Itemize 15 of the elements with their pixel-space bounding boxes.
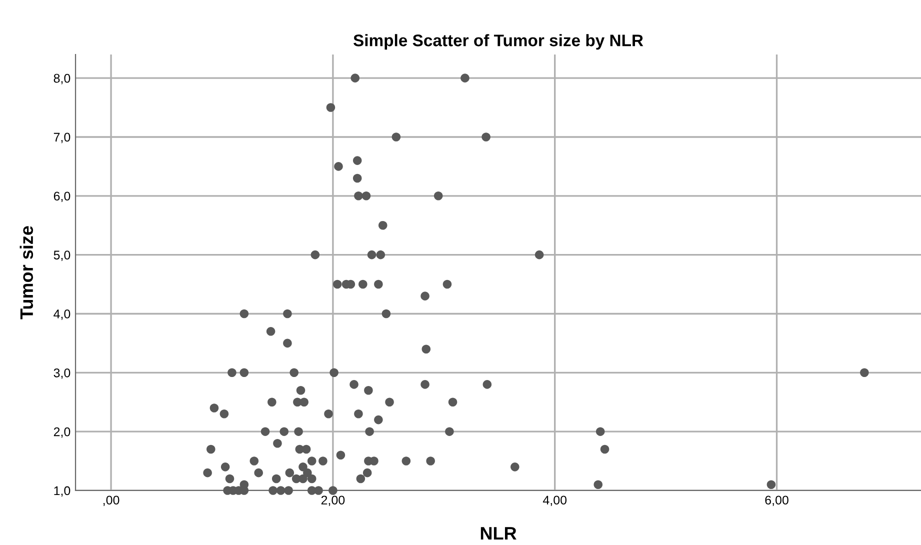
x-axis-title: NLR bbox=[480, 527, 516, 540]
x-tick-label: 4,00 bbox=[542, 496, 567, 506]
chart-title: Simple Scatter of Tumor size by NLR bbox=[354, 34, 644, 50]
y-tick-label: 2,0 bbox=[54, 427, 70, 438]
y-axis-title: Tumor size bbox=[20, 226, 34, 320]
y-tick-label: 1,0 bbox=[54, 486, 70, 497]
y-tick-label: 6,0 bbox=[54, 192, 70, 202]
y-tick-label: 8,0 bbox=[54, 74, 70, 84]
y-tick-label: 3,0 bbox=[54, 368, 70, 379]
y-tick-label: 5,0 bbox=[54, 250, 70, 261]
x-tick-label: 6,00 bbox=[765, 496, 788, 506]
y-tick-label: 7,0 bbox=[54, 132, 70, 144]
x-tick-label: 2,00 bbox=[321, 496, 345, 506]
x-tick-label: ,00 bbox=[103, 496, 120, 506]
y-tick-label: 4,0 bbox=[54, 310, 70, 320]
